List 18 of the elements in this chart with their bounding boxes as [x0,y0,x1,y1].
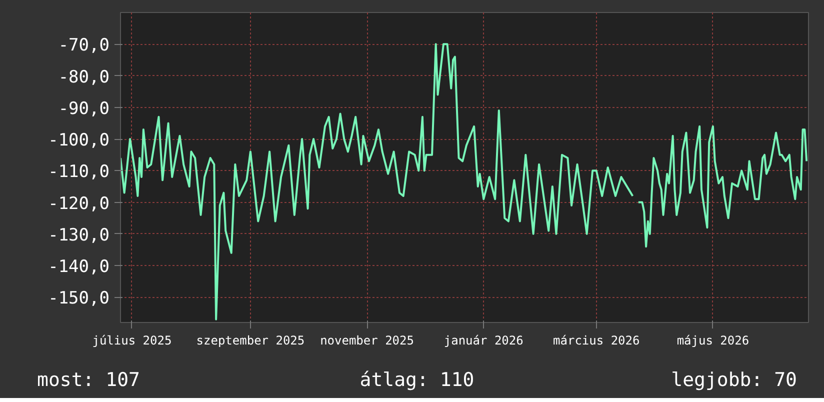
x-tick-label: szeptember 2025 [196,334,305,348]
x-tick-label: március 2026 [553,334,640,348]
x-tick-label: május 2026 [676,334,750,348]
text: átlag: 110 [358,368,476,393]
y-tick-label: -110,0 [48,162,110,182]
y-tick-label: -100,0 [48,130,110,151]
text: legjobb: 70 [670,368,797,393]
y-tick-label: -120,0 [48,194,110,214]
x-tick-label: január 2026 [444,334,524,348]
x-tick-label: július 2025 [92,334,172,348]
y-tick-label: -90,0 [58,98,110,119]
y-tick-label: -130,0 [48,225,110,246]
y-tick-label: -140,0 [48,257,110,278]
y-tick-label: -150,0 [48,288,110,309]
y-tick-label: -80,0 [58,67,110,88]
x-tick-label: november 2025 [320,334,414,348]
text: most: 107 [37,368,141,393]
y-tick-label: -70,0 [58,36,110,56]
